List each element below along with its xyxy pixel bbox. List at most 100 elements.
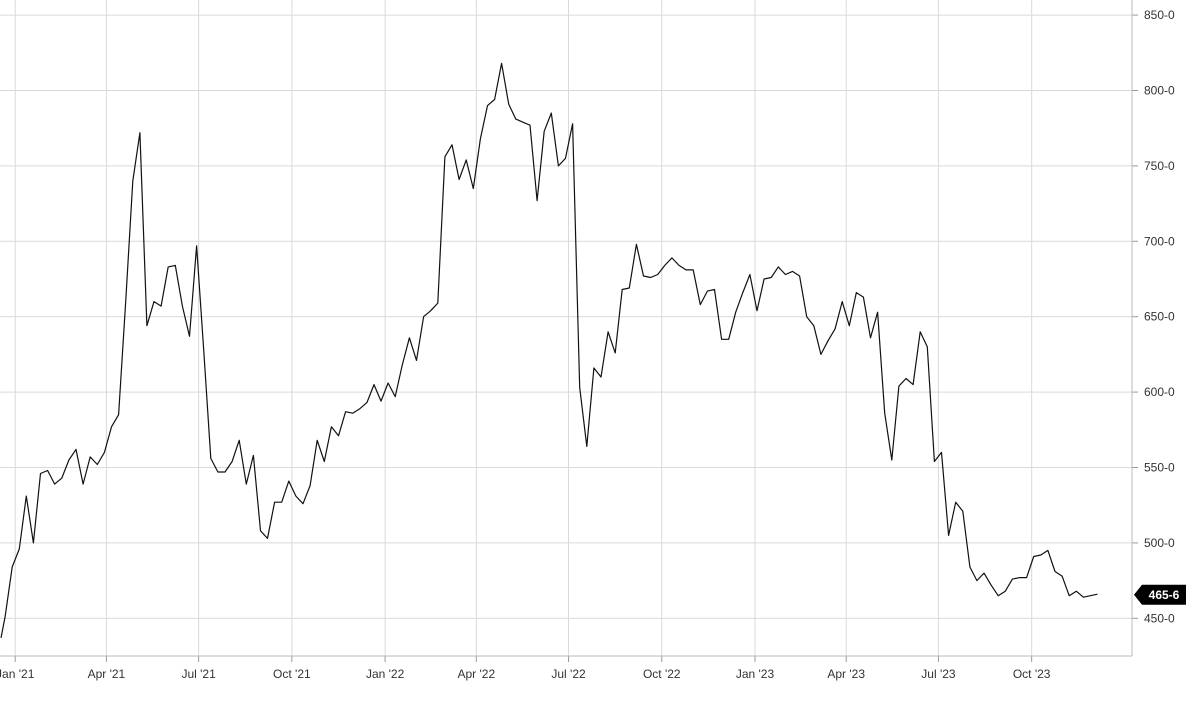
x-tick-label: Oct '23 <box>1013 667 1051 681</box>
data-point <box>564 156 568 160</box>
data-point <box>791 269 795 273</box>
data-point <box>244 482 248 486</box>
data-point <box>783 273 787 277</box>
y-tick-label: 700-0 <box>1144 234 1175 248</box>
data-point <box>918 330 922 334</box>
data-point <box>798 274 802 278</box>
data-point <box>173 263 177 267</box>
data-point <box>280 500 284 504</box>
data-point <box>159 304 163 308</box>
data-point <box>344 410 348 414</box>
data-point <box>493 98 497 102</box>
x-tick-label: Jan '22 <box>366 667 405 681</box>
data-point <box>294 494 298 498</box>
data-point <box>982 571 986 575</box>
data-point <box>110 425 114 429</box>
data-point <box>521 120 525 124</box>
data-point <box>1010 577 1014 581</box>
data-point <box>188 334 192 338</box>
data-point <box>209 456 213 460</box>
data-point <box>535 199 539 203</box>
data-point <box>556 164 560 168</box>
x-tick-label: Jul '23 <box>921 667 956 681</box>
data-point <box>379 399 383 403</box>
y-tick-label: 450-0 <box>1144 611 1175 625</box>
data-point <box>642 274 646 278</box>
data-point <box>1096 592 1100 596</box>
data-point <box>81 482 85 486</box>
data-point <box>1046 548 1050 552</box>
x-tick-label: Oct '22 <box>643 667 681 681</box>
data-point <box>1032 555 1036 559</box>
x-tick-label: Apr '21 <box>88 667 126 681</box>
data-point <box>620 288 624 292</box>
data-point <box>571 122 575 126</box>
data-point <box>940 450 944 454</box>
data-point <box>691 268 695 272</box>
data-point <box>727 337 731 341</box>
data-point <box>124 300 128 304</box>
data-point <box>656 273 660 277</box>
data-point <box>393 395 397 399</box>
data-point <box>259 529 263 533</box>
data-point <box>947 533 951 537</box>
data-point <box>195 244 199 248</box>
data-point <box>10 565 14 569</box>
data-point <box>634 242 638 246</box>
x-tick-label: Oct '21 <box>273 667 311 681</box>
data-point <box>819 352 823 356</box>
data-point <box>407 336 411 340</box>
data-point <box>627 286 631 290</box>
data-point <box>698 303 702 307</box>
data-point <box>457 178 461 182</box>
data-point <box>670 256 674 260</box>
data-point <box>39 472 43 476</box>
data-point <box>1088 594 1092 598</box>
data-point <box>223 470 227 474</box>
data-point <box>308 484 312 488</box>
data-point <box>329 425 333 429</box>
data-point <box>422 315 426 319</box>
data-point <box>705 289 709 293</box>
data-point <box>883 411 887 415</box>
x-tick-label: Jan '21 <box>0 667 35 681</box>
data-point <box>478 137 482 141</box>
data-point <box>592 366 596 370</box>
data-point <box>1067 594 1071 598</box>
data-point <box>911 383 915 387</box>
y-tick-label: 500-0 <box>1144 536 1175 550</box>
data-point <box>351 411 355 415</box>
data-point <box>365 401 369 405</box>
data-point <box>17 547 21 551</box>
data-point <box>138 131 142 135</box>
data-point <box>53 482 57 486</box>
y-tick-label: 750-0 <box>1144 159 1175 173</box>
data-point <box>117 413 121 417</box>
data-point <box>88 455 92 459</box>
data-point <box>3 615 7 619</box>
data-point <box>1025 576 1029 580</box>
data-point <box>471 187 475 191</box>
data-point <box>713 288 717 292</box>
data-point <box>95 463 99 467</box>
data-point <box>833 327 837 331</box>
data-point <box>46 469 50 473</box>
data-point <box>1074 589 1078 593</box>
data-point <box>266 536 270 540</box>
data-point <box>975 579 979 583</box>
data-point <box>599 375 603 379</box>
data-point <box>954 500 958 504</box>
x-tick-label: Jul '21 <box>181 667 216 681</box>
data-point <box>287 479 291 483</box>
data-point <box>237 438 241 442</box>
data-point <box>606 330 610 334</box>
x-tick-label: Jan '23 <box>736 667 775 681</box>
data-point <box>869 336 873 340</box>
data-point <box>1018 576 1022 580</box>
data-point <box>67 458 71 462</box>
data-point <box>337 434 341 438</box>
y-tick-label: 600-0 <box>1144 385 1175 399</box>
data-point <box>31 541 35 545</box>
data-point <box>897 384 901 388</box>
data-point <box>1060 574 1064 578</box>
